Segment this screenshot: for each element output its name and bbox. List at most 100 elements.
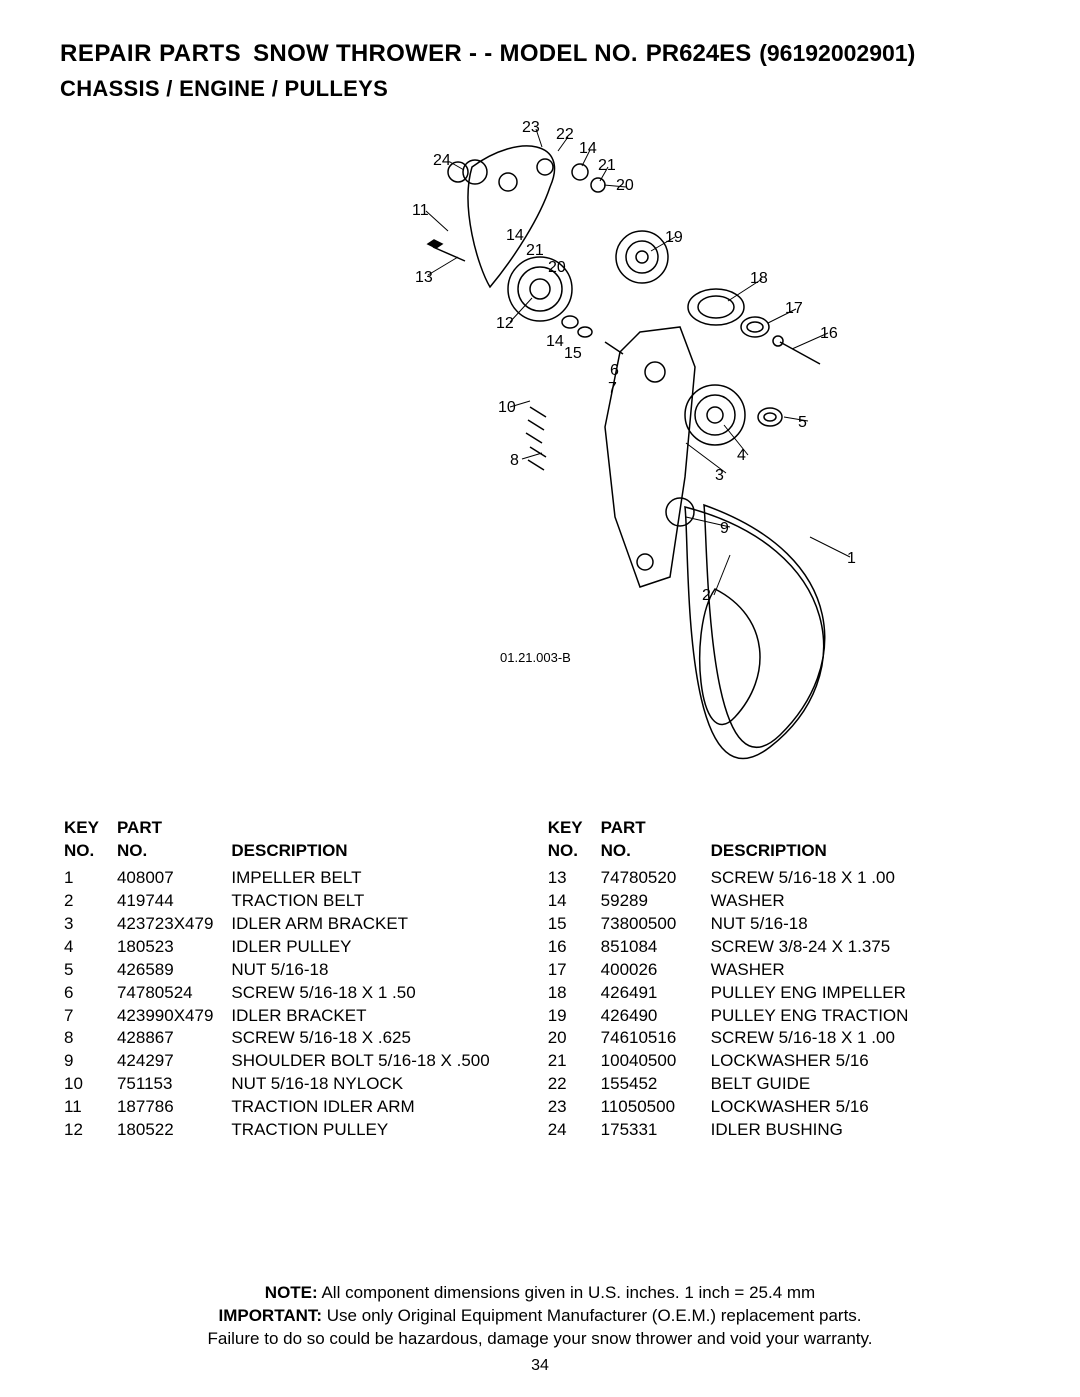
cell-key: 6	[64, 982, 117, 1005]
callout-19: 19	[665, 229, 683, 247]
page-number: 34	[0, 1357, 1080, 1375]
table-row: 19426490PULLEY ENG TRACTION	[548, 1005, 927, 1028]
cell-key: 18	[548, 982, 601, 1005]
th-part: PARTNO.	[117, 817, 231, 867]
th-part: PARTNO.	[601, 817, 711, 867]
table-row: 12180522TRACTION PULLEY	[64, 1119, 508, 1142]
cell-desc: PULLEY ENG IMPELLER	[711, 982, 927, 1005]
table-row: 2419744TRACTION BELT	[64, 890, 508, 913]
table-row: 18426491PULLEY ENG IMPELLER	[548, 982, 927, 1005]
callout-21: 21	[598, 157, 616, 175]
table-row: 2110040500LOCKWASHER 5/16	[548, 1050, 927, 1073]
note-text: All component dimensions given in U.S. i…	[318, 1283, 816, 1302]
cell-desc: NUT 5/16-18	[231, 959, 507, 982]
cell-part: 59289	[601, 890, 711, 913]
cell-desc: SCREW 5/16-18 X .625	[231, 1027, 507, 1050]
callout-14: 14	[579, 140, 597, 158]
cell-part: 851084	[601, 936, 711, 959]
section-title: CHASSIS / ENGINE / PULLEYS	[60, 76, 1020, 102]
cell-key: 17	[548, 959, 601, 982]
table-row: 8428867SCREW 5/16-18 X .625	[64, 1027, 508, 1050]
parts-table-right: KEYNO. PARTNO. DESCRIPTION 1374780520SCR…	[548, 817, 927, 1142]
cell-key: 10	[64, 1073, 117, 1096]
header-prefix: REPAIR PARTS	[60, 40, 241, 68]
callout-17: 17	[785, 300, 803, 318]
cell-key: 14	[548, 890, 601, 913]
table-row: 1374780520SCREW 5/16-18 X 1 .00	[548, 867, 927, 890]
th-desc: DESCRIPTION	[231, 817, 507, 867]
cell-desc: IDLER BRACKET	[231, 1005, 507, 1028]
cell-key: 3	[64, 913, 117, 936]
cell-part: 11050500	[601, 1096, 711, 1119]
cell-key: 21	[548, 1050, 601, 1073]
table-row: 5426589NUT 5/16-18	[64, 959, 508, 982]
th-key: KEYNO.	[548, 817, 601, 867]
table-row: 1573800500NUT 5/16-18	[548, 913, 927, 936]
table-row: 22155452BELT GUIDE	[548, 1073, 927, 1096]
cell-key: 24	[548, 1119, 601, 1142]
cell-key: 7	[64, 1005, 117, 1028]
callout-14: 14	[546, 333, 564, 351]
table-row: 7423990X479IDLER BRACKET	[64, 1005, 508, 1028]
callout-21: 21	[526, 242, 544, 260]
callout-10: 10	[498, 399, 516, 417]
table-row: 2074610516SCREW 5/16-18 X 1 .00	[548, 1027, 927, 1050]
cell-part: 10040500	[601, 1050, 711, 1073]
cell-part: 751153	[117, 1073, 231, 1096]
cell-desc: WASHER	[711, 890, 927, 913]
cell-desc: NUT 5/16-18	[711, 913, 927, 936]
cell-key: 15	[548, 913, 601, 936]
header-product: SNOW THROWER - - MODEL NO.	[253, 40, 638, 68]
callout-4: 4	[737, 447, 746, 465]
cell-desc: TRACTION IDLER ARM	[231, 1096, 507, 1119]
cell-part: 426490	[601, 1005, 711, 1028]
cell-desc: BELT GUIDE	[711, 1073, 927, 1096]
table-row: 10751153NUT 5/16-18 NYLOCK	[64, 1073, 508, 1096]
note-label: NOTE:	[265, 1283, 318, 1302]
cell-desc: TRACTION BELT	[231, 890, 507, 913]
callout-3: 3	[715, 467, 724, 485]
cell-desc: NUT 5/16-18 NYLOCK	[231, 1073, 507, 1096]
cell-key: 8	[64, 1027, 117, 1050]
callout-20: 20	[616, 177, 634, 195]
cell-part: 419744	[117, 890, 231, 913]
cell-part: 408007	[117, 867, 231, 890]
exploded-diagram: 2322241421201114211913201817121614156710…	[210, 117, 870, 797]
table-row: 9424297SHOULDER BOLT 5/16-18 X .500	[64, 1050, 508, 1073]
warranty-text: Failure to do so could be hazardous, dam…	[0, 1328, 1080, 1351]
callout-16: 16	[820, 325, 838, 343]
cell-part: 187786	[117, 1096, 231, 1119]
cell-desc: SCREW 5/16-18 X 1 .00	[711, 1027, 927, 1050]
cell-part: 74780524	[117, 982, 231, 1005]
table-row: 1408007IMPELLER BELT	[64, 867, 508, 890]
cell-desc: LOCKWASHER 5/16	[711, 1096, 927, 1119]
cell-key: 1	[64, 867, 117, 890]
cell-desc: SCREW 5/16-18 X 1 .00	[711, 867, 927, 890]
header-model: PR624ES	[646, 40, 751, 68]
cell-part: 423723X479	[117, 913, 231, 936]
callout-20: 20	[548, 259, 566, 277]
callout-7: 7	[608, 380, 617, 398]
th-key: KEYNO.	[64, 817, 117, 867]
callout-12: 12	[496, 315, 514, 333]
callout-1: 1	[847, 550, 856, 568]
footnote: NOTE: All component dimensions given in …	[0, 1282, 1080, 1351]
cell-key: 23	[548, 1096, 601, 1119]
diagram-svg	[210, 117, 870, 797]
cell-desc: PULLEY ENG TRACTION	[711, 1005, 927, 1028]
cell-desc: SHOULDER BOLT 5/16-18 X .500	[231, 1050, 507, 1073]
cell-part: 423990X479	[117, 1005, 231, 1028]
header-serial: (96192002901)	[759, 40, 915, 67]
th-desc: DESCRIPTION	[711, 817, 927, 867]
cell-key: 13	[548, 867, 601, 890]
callout-18: 18	[750, 270, 768, 288]
cell-part: 155452	[601, 1073, 711, 1096]
cell-key: 2	[64, 890, 117, 913]
cell-desc: IDLER PULLEY	[231, 936, 507, 959]
callout-2: 2	[702, 587, 711, 605]
callout-15: 15	[564, 345, 582, 363]
cell-part: 426491	[601, 982, 711, 1005]
page-header: REPAIR PARTS SNOW THROWER - - MODEL NO. …	[60, 40, 1020, 68]
table-row: 2311050500LOCKWASHER 5/16	[548, 1096, 927, 1119]
cell-part: 424297	[117, 1050, 231, 1073]
